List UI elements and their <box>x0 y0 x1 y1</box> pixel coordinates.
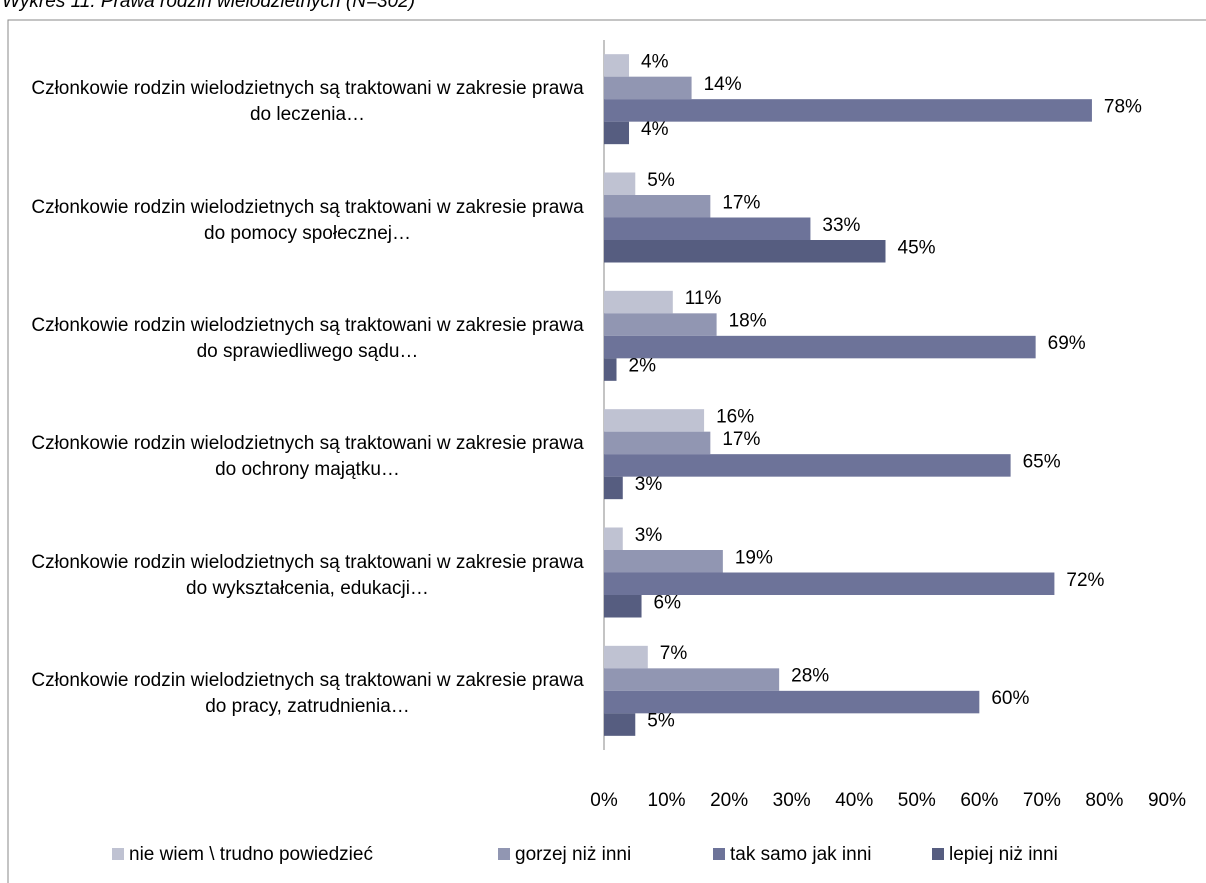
bar <box>604 713 636 736</box>
bar <box>604 527 623 550</box>
legend-swatch <box>498 848 510 860</box>
legend-swatch <box>713 848 725 860</box>
data-label: 45% <box>898 237 936 258</box>
bar <box>604 290 673 314</box>
bar <box>604 454 1011 477</box>
bar <box>604 335 1036 359</box>
data-label: 65% <box>1023 451 1061 472</box>
legend-swatch <box>112 848 124 860</box>
x-tick-label: 80% <box>1085 790 1123 811</box>
data-label: 78% <box>1104 96 1142 117</box>
data-label: 69% <box>1048 333 1086 354</box>
bar <box>604 358 617 381</box>
bar <box>604 54 630 77</box>
legend-label: lepiej niż inni <box>949 844 1058 865</box>
data-label: 3% <box>635 474 663 495</box>
data-label: 3% <box>635 525 663 546</box>
bar <box>604 668 780 691</box>
category-label: Członkowie rodzin wielodzietnych są trak… <box>31 78 584 126</box>
bar <box>604 595 642 618</box>
bar <box>604 645 648 669</box>
bar <box>604 240 886 263</box>
data-label: 5% <box>647 711 675 732</box>
data-label: 33% <box>822 215 860 236</box>
category-label: Członkowie rodzin wielodzietnych są trak… <box>31 551 584 599</box>
category-label: Członkowie rodzin wielodzietnych są trak… <box>31 669 584 717</box>
x-tick-label: 60% <box>960 790 998 811</box>
x-tick-label: 40% <box>835 790 873 811</box>
category-label: Członkowie rodzin wielodzietnych są trak… <box>31 314 584 362</box>
x-tick-label: 70% <box>1023 790 1061 811</box>
data-label: 72% <box>1066 570 1104 591</box>
data-label: 4% <box>641 119 669 140</box>
legend-label: gorzej niż inni <box>515 844 631 865</box>
bar <box>604 572 1055 595</box>
bar <box>604 195 711 218</box>
bar <box>604 99 1092 122</box>
legend-label: tak samo jak inni <box>730 844 872 865</box>
x-tick-label: 90% <box>1148 790 1186 811</box>
legend-label: nie wiem \ trudno powiedzieć <box>129 844 373 865</box>
chart-frame <box>7 19 1206 883</box>
x-tick-label: 20% <box>710 790 748 811</box>
x-tick-label: 10% <box>648 790 686 811</box>
data-label: 4% <box>641 51 669 72</box>
chart-title: Wykres 11. Prawa rodzin wielodzietnych (… <box>2 0 415 12</box>
bar <box>604 409 705 432</box>
bar <box>604 550 723 573</box>
bar <box>604 76 692 100</box>
data-label: 60% <box>991 688 1029 709</box>
x-tick-label: 30% <box>773 790 811 811</box>
category-label: Członkowie rodzin wielodzietnych są trak… <box>31 433 584 481</box>
data-label: 2% <box>629 356 657 377</box>
data-label: 17% <box>722 192 760 213</box>
legend-swatch <box>932 848 944 860</box>
bar <box>604 172 636 195</box>
data-label: 16% <box>716 406 754 427</box>
category-label: Członkowie rodzin wielodzietnych są trak… <box>31 196 584 244</box>
x-tick-label: 0% <box>590 790 618 811</box>
data-label: 6% <box>654 592 682 613</box>
bar <box>604 217 811 240</box>
data-label: 7% <box>660 643 688 664</box>
data-label: 14% <box>704 74 742 95</box>
data-label: 5% <box>647 170 675 191</box>
data-label: 19% <box>735 547 773 568</box>
bar <box>604 690 980 714</box>
bar <box>604 313 717 336</box>
bar <box>604 476 623 500</box>
data-label: 28% <box>791 666 829 687</box>
data-label: 11% <box>685 288 722 309</box>
x-tick-label: 50% <box>898 790 936 811</box>
data-label: 17% <box>722 429 760 450</box>
bar <box>604 121 630 145</box>
bar <box>604 431 711 455</box>
data-label: 18% <box>729 311 767 332</box>
